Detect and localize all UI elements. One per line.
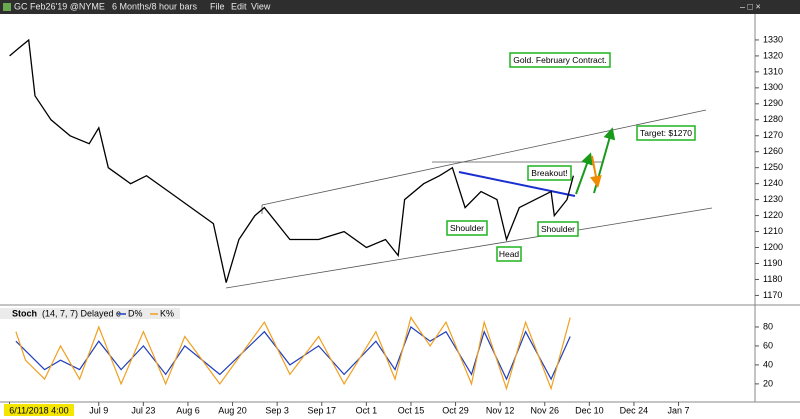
channel-upper — [261, 109, 707, 206]
arrow-up — [575, 152, 593, 195]
y-tick-label: 1270 — [763, 130, 783, 140]
x-tick-label: Dec 24 — [620, 405, 649, 415]
y-tick-label: 1200 — [763, 242, 783, 252]
menu-view[interactable]: View — [251, 1, 271, 11]
y-tick-label: 1170 — [763, 290, 782, 300]
x-tick-label: Jan 7 — [668, 405, 690, 415]
y-tick-label: 60 — [763, 340, 773, 350]
x-tick-label: Nov 26 — [530, 405, 559, 415]
annotation-box — [509, 52, 611, 68]
window-buttons[interactable]: – □ × — [740, 1, 761, 11]
series-line — [9, 38, 575, 283]
stoch-title: Stoch — [12, 308, 37, 318]
symbol-icon — [3, 3, 11, 11]
x-tick-label: Jul 23 — [131, 405, 155, 415]
y-tick-label: 80 — [763, 321, 773, 331]
y-tick-label: 1180 — [763, 274, 782, 284]
annotation: Breakout! — [531, 168, 567, 178]
x-cursor-label-bg — [4, 404, 74, 416]
x-tick-label: Sep 17 — [307, 405, 336, 415]
annotation-box — [636, 125, 696, 141]
y-tick-label: 1310 — [763, 66, 783, 76]
stoch-legend-bg — [0, 308, 180, 319]
annotation: Target: $1270 — [640, 128, 692, 138]
y-tick-label: 1250 — [763, 162, 783, 172]
x-tick-label: Dec 10 — [575, 405, 604, 415]
annotation-box — [527, 165, 572, 181]
annotation: Head — [499, 249, 520, 259]
x-tick-label: Nov 12 — [486, 405, 515, 415]
legend-label: K% — [160, 308, 174, 318]
y-tick-label: 1300 — [763, 82, 783, 92]
menu-file[interactable]: File — [210, 1, 225, 11]
annotation-box — [537, 221, 579, 237]
x-tick-label: Jul 9 — [89, 405, 108, 415]
x-tick-label: 6/11/2018 4:00 — [9, 405, 68, 415]
y-tick-label: 40 — [763, 359, 773, 369]
y-tick-label: 1260 — [763, 146, 783, 156]
x-tick-label: Oct 29 — [442, 405, 469, 415]
y-tick-label: 1330 — [763, 34, 783, 44]
y-tick-label: 1290 — [763, 98, 783, 108]
x-tick-label: Sep 3 — [265, 405, 289, 415]
x-tick-label: Aug 20 — [218, 405, 247, 415]
annotation-box — [446, 220, 488, 236]
annotation: Shoulder — [541, 224, 575, 234]
y-tick-label: 1240 — [763, 178, 783, 188]
series-line — [15, 316, 571, 391]
neckline — [458, 171, 576, 197]
stoch-params: (14, 7, 7) Delayed e — [42, 308, 121, 318]
annotation: Gold. February Contract. — [513, 55, 607, 65]
x-tick-label: Aug 6 — [176, 405, 200, 415]
y-tick-label: 1230 — [763, 194, 783, 204]
arrow-down — [589, 155, 602, 188]
legend-label: D% — [128, 308, 143, 318]
toolbar — [0, 0, 800, 14]
symbol[interactable]: GC Feb26'19 @NYME — [14, 1, 105, 11]
annotation: Shoulder — [450, 223, 484, 233]
annotation-box — [496, 246, 522, 262]
x-tick-label: Oct 15 — [398, 405, 425, 415]
y-tick-label: 1220 — [763, 210, 783, 220]
y-tick-label: 1280 — [763, 114, 783, 124]
channel-lower — [225, 207, 713, 289]
x-tick-label: Oct 1 — [356, 405, 378, 415]
y-tick-label: 1190 — [763, 258, 782, 268]
y-tick-label: 1210 — [763, 226, 783, 236]
menu-edit[interactable]: Edit — [231, 1, 247, 11]
period[interactable]: 6 Months/8 hour bars — [112, 1, 198, 11]
y-tick-label: 20 — [763, 378, 773, 388]
y-tick-label: 1320 — [763, 50, 783, 60]
